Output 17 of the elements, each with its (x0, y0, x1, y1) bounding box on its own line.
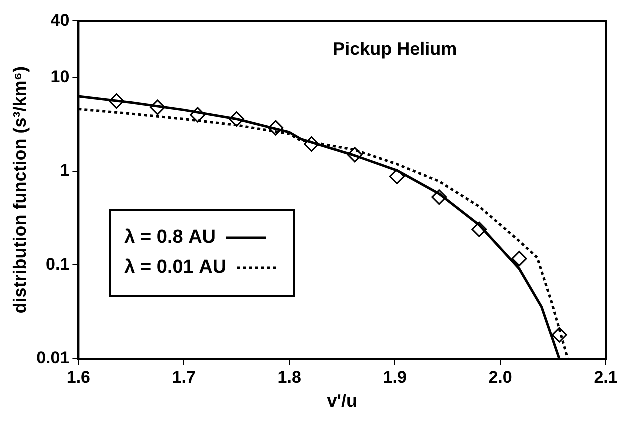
legend-label: λ = 0.01 AU (124, 256, 227, 280)
y-tick-label: 1 (60, 161, 70, 180)
annotation: Pickup Helium (333, 39, 458, 60)
x-tick-label: 1.9 (383, 368, 407, 387)
y-axis-title: distribution function (s³/km⁶) (10, 66, 30, 314)
y-tick-label: 0.1 (46, 254, 70, 274)
y-tick-label: 0.01 (36, 348, 70, 368)
y-tick-label: 10 (50, 67, 70, 86)
point (512, 251, 528, 267)
x-tick-label: 1.8 (278, 368, 302, 387)
x-tick-label: 2.1 (594, 368, 618, 387)
x-tick-label: 2.0 (488, 368, 512, 387)
legend-label: λ = 0.8 AU (124, 226, 216, 250)
x-tick-label: 1.6 (66, 368, 91, 387)
x-axis-title: v'/u (327, 391, 358, 412)
y-tick-label: 40 (50, 10, 70, 30)
x-tick-label: 1.7 (172, 368, 196, 387)
